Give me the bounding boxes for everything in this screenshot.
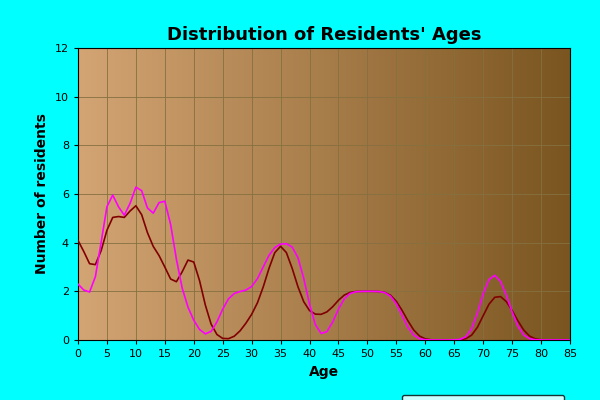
Y-axis label: Number of residents: Number of residents (35, 114, 49, 274)
Title: Distribution of Residents' Ages: Distribution of Residents' Ages (167, 26, 481, 44)
Legend: Males, Females: Males, Females (401, 395, 565, 400)
X-axis label: Age: Age (309, 364, 339, 378)
